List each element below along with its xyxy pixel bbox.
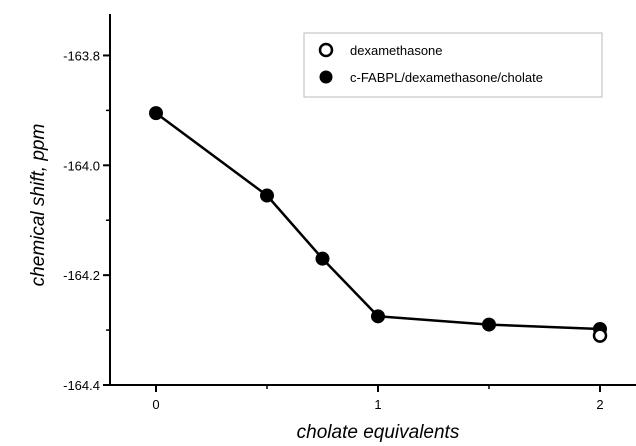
data-point-dexamethasone	[592, 328, 608, 343]
axes	[109, 14, 636, 386]
tick-labels: -164.4 -164.2 -164.0 -163.8 0 1 2	[63, 48, 603, 412]
y-axis-title: chemical shift, ppm	[28, 124, 49, 287]
y-tick-label: -164.2	[63, 268, 100, 283]
series-line-c-fabpl-dexamethasone-cholate	[155, 112, 601, 331]
legend-marker-dexamethasone	[318, 42, 334, 58]
data-point-c-fabpl	[482, 317, 496, 332]
data-points	[149, 106, 608, 343]
x-tick-label: 1	[374, 397, 381, 412]
x-tick-label: 0	[152, 397, 159, 412]
y-tick-label: -164.0	[63, 158, 100, 173]
y-tick-label: -163.8	[63, 48, 100, 63]
data-point-c-fabpl	[371, 309, 385, 324]
x-axis-title: cholate equivalents	[297, 422, 460, 443]
data-point-c-fabpl	[149, 106, 163, 121]
legend: dexamethasone c-FABPL/dexamethasone/chol…	[303, 32, 603, 98]
legend-label-c-fabpl: c-FABPL/dexamethasone/cholate	[350, 70, 543, 85]
ticks	[103, 54, 601, 392]
data-point-c-fabpl	[260, 188, 274, 203]
legend-marker-c-fabpl	[319, 70, 333, 84]
x-tick-label: 2	[596, 397, 603, 412]
legend-label-dexamethasone: dexamethasone	[350, 43, 443, 58]
y-tick-label: -164.4	[63, 378, 100, 393]
data-point-c-fabpl	[315, 251, 330, 266]
legend-box	[303, 32, 603, 98]
